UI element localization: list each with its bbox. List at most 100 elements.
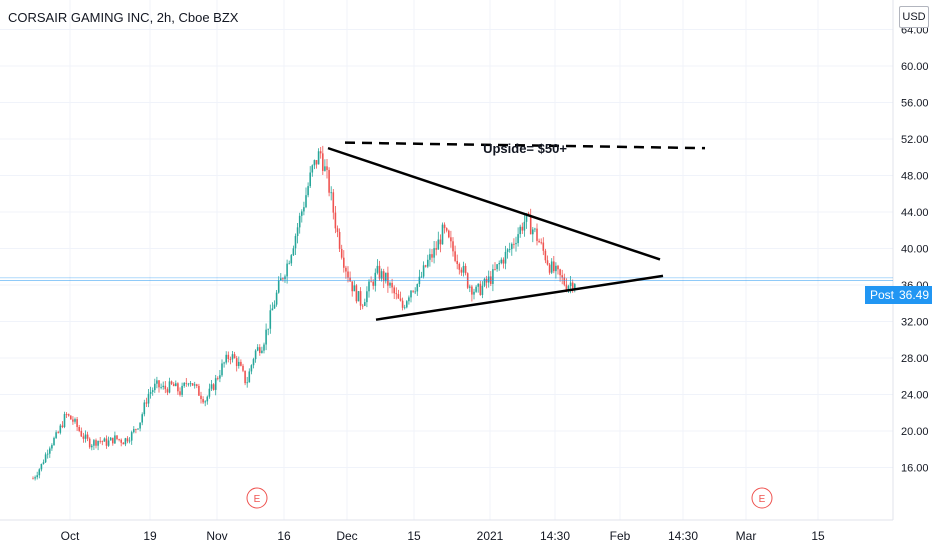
candle-body xyxy=(288,263,290,265)
candle-body xyxy=(175,383,177,387)
candle-body xyxy=(82,436,85,439)
x-tick-label: Mar xyxy=(736,529,757,543)
candle-body xyxy=(481,285,484,295)
candle-body xyxy=(74,419,76,422)
candle-body xyxy=(212,384,215,390)
candle-body xyxy=(298,215,301,228)
candle-body xyxy=(172,383,175,387)
candle-body xyxy=(267,328,269,330)
candle-body xyxy=(420,276,423,278)
candle-body xyxy=(105,438,108,446)
y-tick-label: 20.00 xyxy=(901,426,929,438)
triangle-upper-trendline[interactable] xyxy=(327,146,661,261)
candle-body xyxy=(49,448,51,454)
candle-body xyxy=(193,384,196,386)
candle-body xyxy=(91,445,93,448)
candle-body xyxy=(154,383,156,391)
candle-body xyxy=(168,381,171,393)
candle-body xyxy=(519,226,521,235)
earnings-marker-1[interactable]: E xyxy=(246,487,268,509)
candle-body xyxy=(42,462,45,464)
candle-body xyxy=(231,354,234,360)
currency-button[interactable]: USD xyxy=(899,6,929,28)
candle-body xyxy=(225,354,227,363)
candle-body xyxy=(553,261,555,272)
candle-body xyxy=(378,265,381,279)
candle-body xyxy=(359,291,362,306)
candle-body xyxy=(229,358,232,360)
candle-body xyxy=(483,278,486,286)
candle-body xyxy=(275,292,278,305)
x-tick-label: 15 xyxy=(407,529,421,543)
candle-body xyxy=(259,347,261,353)
candle-body xyxy=(349,277,351,282)
candle-body xyxy=(330,192,332,194)
y-tick-label: 24.00 xyxy=(901,390,929,402)
candle-body xyxy=(286,263,288,277)
candle-body xyxy=(191,383,194,386)
candle-body xyxy=(101,441,104,442)
candle-body xyxy=(439,239,442,245)
candle-body xyxy=(435,248,437,250)
candle-body xyxy=(496,264,498,270)
candle-body xyxy=(170,381,173,384)
candle-body xyxy=(542,242,545,251)
candle-body xyxy=(492,269,494,284)
y-tick-label: 32.00 xyxy=(901,317,929,329)
candle-body xyxy=(223,362,225,364)
candle-body xyxy=(338,231,341,249)
last-price-label: 36.49 xyxy=(896,286,932,304)
candle-body xyxy=(523,221,526,231)
candle-body xyxy=(464,265,467,274)
candle-body xyxy=(250,365,253,372)
candle-body xyxy=(65,414,68,415)
candle-body xyxy=(450,237,452,242)
candle-body xyxy=(422,265,425,277)
candle-body xyxy=(185,382,188,384)
candle-body xyxy=(347,271,349,278)
candle-body xyxy=(214,378,217,390)
y-tick-label: 40.00 xyxy=(901,244,929,256)
earnings-marker-2-label: E xyxy=(759,494,766,505)
candle-body xyxy=(443,224,446,229)
x-tick-label: 15 xyxy=(811,529,825,543)
candle-body xyxy=(334,212,337,229)
candle-body xyxy=(141,414,143,423)
candle-body xyxy=(397,294,400,299)
candle-body xyxy=(504,251,507,264)
candle-body xyxy=(328,169,330,193)
triangle-lower-trendline[interactable] xyxy=(375,274,664,321)
candle-body xyxy=(370,281,372,283)
candle-body xyxy=(139,422,141,429)
candle-body xyxy=(416,284,419,292)
earnings-marker-2[interactable]: E xyxy=(751,487,773,509)
candle-body xyxy=(538,240,540,243)
candle-body xyxy=(88,438,91,448)
candle-body xyxy=(145,402,148,404)
candle-body xyxy=(162,385,164,387)
candle-body xyxy=(546,260,549,265)
y-tick-label: 44.00 xyxy=(901,207,929,219)
candle-body xyxy=(408,297,410,302)
candle-body xyxy=(181,385,183,395)
candle-body xyxy=(368,281,370,292)
candle-body xyxy=(399,298,402,301)
candle-body xyxy=(151,390,154,392)
chart-title: CORSAIR GAMING INC, 2h, Cboe BZX xyxy=(8,10,239,25)
candle-body xyxy=(244,370,246,384)
candle-body xyxy=(355,285,358,302)
candle-body xyxy=(376,265,379,273)
candle-body xyxy=(475,286,477,292)
candle-body xyxy=(177,383,179,392)
candle-body xyxy=(240,361,242,366)
candle-body xyxy=(158,380,160,388)
candle-body xyxy=(208,388,211,397)
candle-body xyxy=(366,291,368,303)
candle-body xyxy=(128,440,131,442)
candle-body xyxy=(309,172,311,187)
candle-body xyxy=(40,463,43,470)
candle-body xyxy=(498,263,500,265)
upside-target-dashed-line[interactable] xyxy=(344,141,706,150)
candle-body xyxy=(389,282,391,286)
